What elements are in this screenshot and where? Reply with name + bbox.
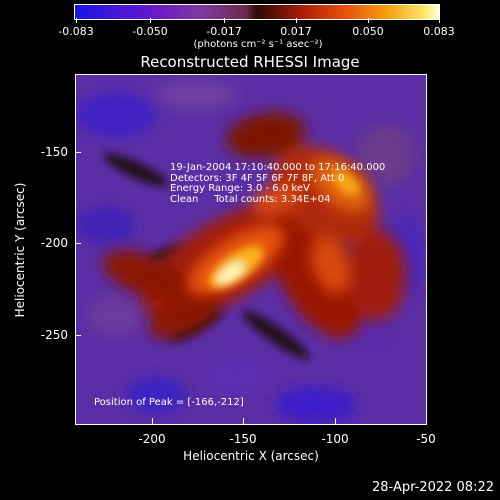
colorbar xyxy=(74,4,440,20)
x-tick-mark xyxy=(243,418,244,424)
clean-counts: Clean Total counts: 3.34E+04 xyxy=(170,193,331,205)
x-tick-mark xyxy=(335,418,336,424)
y-tick-label: -200 xyxy=(40,236,68,250)
y-tick-label: -150 xyxy=(40,145,68,159)
observation-info: 19-Jan-2004 17:10:40.000 to 17:16:40.000… xyxy=(170,162,386,205)
y-tick-mark xyxy=(75,152,81,153)
peak-position: Position of Peak = [-166,-212] xyxy=(94,397,244,408)
time-range: 19-Jan-2004 17:10:40.000 to 17:16:40.000 xyxy=(170,162,386,173)
x-tick-mark xyxy=(152,418,153,424)
rhessi-map xyxy=(76,75,426,424)
colorbar-tick-mark xyxy=(439,18,440,23)
x-tick-label: -100 xyxy=(321,432,349,446)
energy-range: Energy Range: 3.0 - 6.0 keV xyxy=(170,183,310,194)
detectors: Detectors: 3F 4F 5F 6F 7F 8F, Att 0 xyxy=(170,172,345,184)
colorbar-tick-label: 0.050 xyxy=(352,25,384,38)
colorbar-tick-label: -0.050 xyxy=(132,25,168,38)
colorbar-tick-label: 0.017 xyxy=(280,25,312,38)
x-tick-label: -200 xyxy=(138,432,166,446)
colorbar-tick-label: -0.083 xyxy=(58,25,94,38)
solar-image-plot: 19-Jan-2004 17:10:40.000 to 17:16:40.000… xyxy=(75,74,427,425)
y-tick-mark xyxy=(75,335,81,336)
timestamp: 28-Apr-2022 08:22 xyxy=(372,480,494,495)
x-tick-label: -50 xyxy=(416,432,436,446)
colorbar-tick-mark xyxy=(76,18,77,23)
colorbar-tick-mark xyxy=(368,18,369,23)
colorbar-tick-mark xyxy=(224,18,225,23)
colorbar-tick-mark xyxy=(296,18,297,23)
colorbar-tick-label: 0.083 xyxy=(423,25,455,38)
colorbar-tick-mark xyxy=(150,18,151,23)
y-tick-label: -250 xyxy=(40,328,68,342)
x-tick-label: -150 xyxy=(229,432,257,446)
x-axis-label: Heliocentric X (arcsec) xyxy=(183,449,319,463)
x-tick-mark xyxy=(426,418,427,424)
colorbar-unit: (photons cm⁻² s⁻¹ asec⁻²) xyxy=(193,39,323,50)
image-title: Reconstructed RHESSI Image xyxy=(140,53,360,71)
y-tick-mark xyxy=(75,243,81,244)
colorbar-tick-label: -0.017 xyxy=(206,25,242,38)
y-axis-label: Heliocentric Y (arcsec) xyxy=(13,182,27,318)
